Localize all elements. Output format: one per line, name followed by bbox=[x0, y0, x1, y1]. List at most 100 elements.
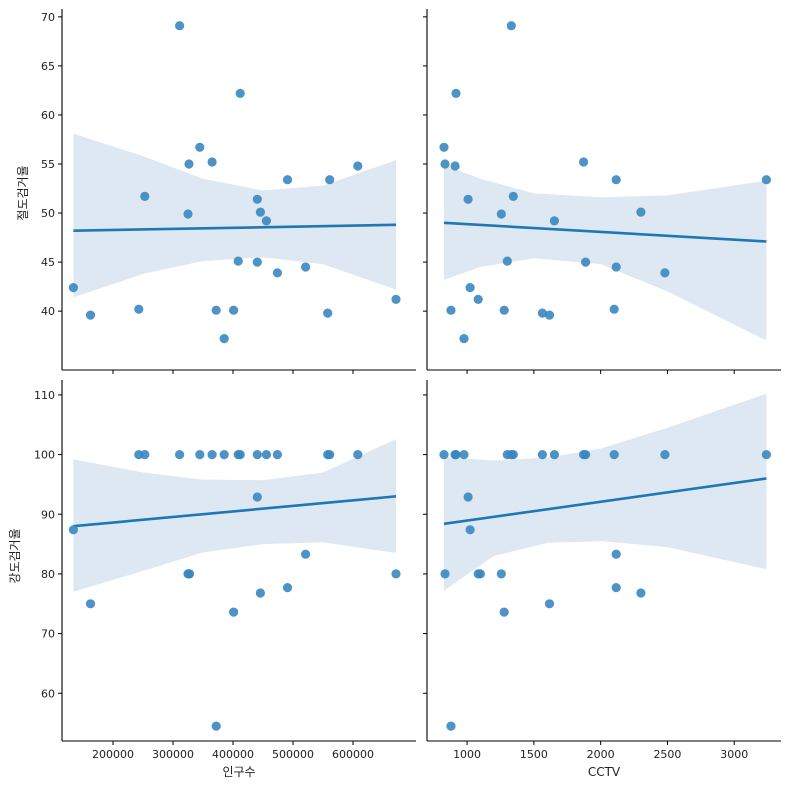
data-point bbox=[473, 294, 483, 304]
data-point bbox=[475, 569, 485, 579]
y-axis-label-theft: 절도검거율 bbox=[16, 165, 30, 220]
data-point bbox=[459, 334, 469, 344]
x-tick-label: 400000 bbox=[212, 748, 254, 761]
data-point bbox=[508, 191, 518, 201]
data-point bbox=[636, 588, 646, 598]
data-point bbox=[544, 310, 555, 320]
data-point bbox=[325, 175, 335, 185]
data-point bbox=[282, 175, 293, 185]
data-point bbox=[229, 607, 239, 617]
y-tick-label: 70 bbox=[41, 628, 55, 641]
data-point bbox=[496, 569, 506, 579]
y-tick-label: 60 bbox=[41, 109, 55, 122]
y-tick-label: 45 bbox=[41, 256, 55, 269]
data-point bbox=[134, 304, 144, 314]
panel-population-vs-theft bbox=[68, 21, 401, 344]
x-tick-label: 1500 bbox=[520, 748, 548, 761]
y-tick-label: 70 bbox=[41, 11, 55, 24]
x-tick-label: 500000 bbox=[272, 748, 314, 761]
data-point bbox=[252, 194, 262, 204]
data-point bbox=[134, 450, 144, 460]
data-point bbox=[207, 157, 217, 167]
axes-layer: 40 45 50 55 60 65 70 60 70 80 90 100 110 200000 300000… bbox=[34, 9, 781, 761]
data-point bbox=[537, 308, 548, 318]
data-point bbox=[255, 588, 265, 598]
data-point bbox=[140, 191, 150, 201]
data-point bbox=[439, 142, 449, 152]
data-point bbox=[609, 304, 619, 314]
data-point bbox=[261, 216, 271, 226]
data-point bbox=[261, 450, 271, 460]
data-point bbox=[660, 268, 670, 278]
data-point bbox=[611, 549, 621, 559]
y-tick-label: 100 bbox=[34, 449, 55, 462]
data-point bbox=[282, 583, 293, 593]
data-point bbox=[272, 268, 282, 278]
data-point bbox=[549, 216, 560, 226]
data-point bbox=[175, 450, 185, 460]
data-point bbox=[465, 525, 475, 535]
data-point bbox=[219, 334, 229, 344]
data-point bbox=[439, 450, 449, 460]
data-point bbox=[211, 305, 221, 315]
x-tick-label: 200000 bbox=[92, 748, 134, 761]
data-point bbox=[506, 21, 516, 31]
panel-population-vs-robbery bbox=[68, 439, 401, 731]
data-point bbox=[446, 305, 456, 315]
y-tick-label: 50 bbox=[41, 207, 55, 220]
x-tick-label: 1000 bbox=[453, 748, 481, 761]
panel-cctv-vs-theft bbox=[439, 21, 772, 344]
data-point bbox=[496, 209, 506, 219]
data-point bbox=[581, 450, 591, 460]
regression-line bbox=[443, 477, 767, 526]
x-tick-label: 3000 bbox=[720, 748, 748, 761]
data-point bbox=[579, 157, 589, 167]
data-point bbox=[611, 583, 621, 593]
data-point bbox=[184, 569, 195, 579]
data-point bbox=[502, 450, 512, 460]
y-tick-label: 55 bbox=[41, 158, 55, 171]
data-point bbox=[255, 207, 265, 217]
data-point bbox=[85, 599, 96, 609]
y-tick-label: 90 bbox=[41, 508, 55, 521]
data-point bbox=[252, 257, 262, 267]
data-point bbox=[233, 256, 243, 266]
data-point bbox=[235, 88, 245, 98]
data-point bbox=[68, 283, 78, 293]
data-point bbox=[85, 310, 96, 320]
data-point bbox=[549, 450, 560, 460]
data-point bbox=[252, 492, 262, 502]
data-point bbox=[183, 209, 193, 219]
y-tick-label: 80 bbox=[41, 568, 55, 581]
data-point bbox=[450, 161, 460, 171]
data-point bbox=[611, 262, 621, 272]
data-point bbox=[660, 450, 670, 460]
data-point bbox=[353, 161, 363, 171]
data-point bbox=[761, 175, 772, 185]
data-point bbox=[353, 450, 363, 460]
panel-cctv-vs-robbery bbox=[439, 393, 772, 731]
data-point bbox=[636, 207, 646, 217]
data-point bbox=[451, 88, 461, 98]
confidence-band bbox=[73, 439, 397, 592]
data-point bbox=[544, 599, 555, 609]
x-tick-label: 2500 bbox=[653, 748, 681, 761]
y-tick-label: 110 bbox=[34, 389, 55, 402]
data-point bbox=[502, 256, 512, 266]
data-point bbox=[211, 721, 221, 731]
y-axis-label-robbery: 강도검거율 bbox=[8, 528, 22, 583]
data-point bbox=[463, 492, 473, 502]
data-point bbox=[440, 569, 450, 579]
data-point bbox=[323, 450, 333, 460]
y-tick-label: 65 bbox=[41, 60, 55, 73]
data-point bbox=[184, 159, 194, 169]
confidence-band bbox=[444, 393, 767, 591]
data-point bbox=[446, 721, 456, 731]
y-tick-label: 40 bbox=[41, 305, 55, 318]
data-point bbox=[440, 159, 450, 169]
data-point bbox=[391, 569, 401, 579]
data-point bbox=[459, 450, 469, 460]
data-point bbox=[252, 450, 262, 460]
regression-line bbox=[73, 495, 397, 528]
x-tick-label: 300000 bbox=[152, 748, 194, 761]
